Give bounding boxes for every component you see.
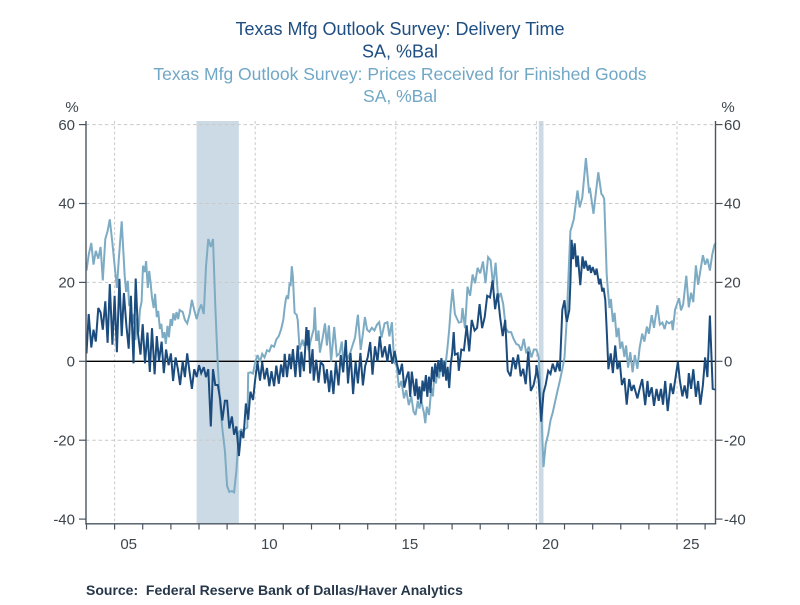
svg-text:40: 40 [724,196,741,213]
svg-text:-40: -40 [53,511,75,528]
svg-text:60: 60 [724,117,741,134]
svg-text:0: 0 [724,354,732,371]
svg-text:Texas Mfg Outlook Survey: Deli: Texas Mfg Outlook Survey: Delivery Time [235,19,564,39]
svg-text:SA, %Bal: SA, %Bal [363,86,437,106]
svg-text:-20: -20 [724,432,746,449]
svg-text:%: % [721,99,734,116]
svg-text:20: 20 [58,275,75,292]
svg-text:-20: -20 [53,432,75,449]
svg-text:20: 20 [542,536,559,553]
svg-text:05: 05 [120,536,137,553]
svg-text:Source: Federal Reserve Bank: Source: Federal Reserve Bank of Dallas/H… [86,582,463,598]
svg-text:Texas Mfg Outlook Survey: Pric: Texas Mfg Outlook Survey: Prices Receive… [153,64,646,84]
svg-text:SA, %Bal: SA, %Bal [362,42,438,62]
svg-text:-40: -40 [724,511,746,528]
svg-text:60: 60 [58,117,75,134]
svg-text:20: 20 [724,275,741,292]
svg-text:25: 25 [683,536,700,553]
svg-text:%: % [65,99,78,116]
svg-text:15: 15 [402,536,419,553]
svg-text:40: 40 [58,196,75,213]
svg-text:10: 10 [261,536,278,553]
svg-text:0: 0 [67,354,75,371]
